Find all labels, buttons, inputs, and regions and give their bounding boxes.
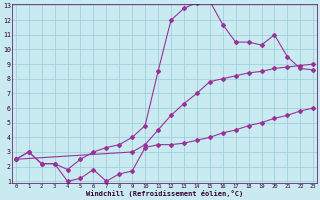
X-axis label: Windchill (Refroidissement éolien,°C): Windchill (Refroidissement éolien,°C) <box>86 190 243 197</box>
